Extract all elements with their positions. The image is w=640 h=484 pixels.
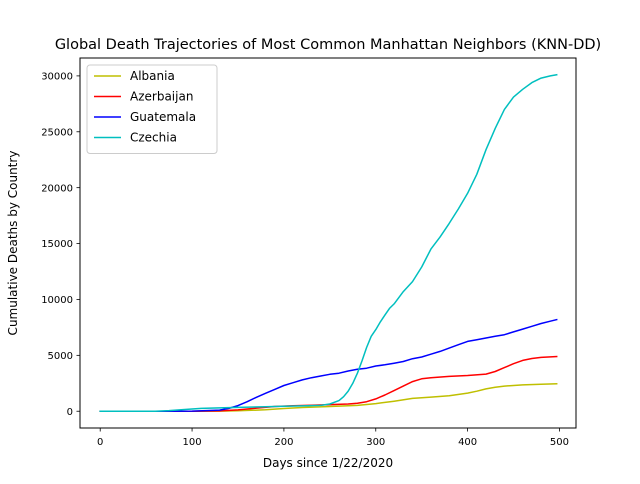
series-line-czechia <box>99 73 558 412</box>
series-line-azerbaijan <box>99 355 558 412</box>
y-tick-label: 0 <box>67 407 73 418</box>
y-tick-label: 5000 <box>48 351 73 362</box>
y-axis: 0 5000 10000 15000 20000 25000 30000 <box>41 71 80 418</box>
legend-label-czechia: Czechia <box>130 131 177 145</box>
x-tick-label: 200 <box>274 437 293 448</box>
series-layer <box>99 73 558 412</box>
plot-frame <box>79 57 577 429</box>
series-line-guatemala <box>99 318 558 412</box>
x-tick-label: 300 <box>366 437 385 448</box>
x-tick-label: 0 <box>97 437 103 448</box>
legend-label-azerbaijan: Azerbaijan <box>130 90 193 104</box>
x-axis: 0 100 200 300 400 500 <box>97 428 569 448</box>
legend-box <box>86 64 218 154</box>
x-axis-label: Days since 1/22/2020 <box>263 456 393 470</box>
x-tick-label: 400 <box>458 437 477 448</box>
y-axis-label: Cumulative Deaths by Country <box>6 151 20 336</box>
x-tick-label: 500 <box>550 437 569 448</box>
y-tick-label: 25000 <box>41 127 73 138</box>
y-tick-label: 20000 <box>41 183 73 194</box>
y-tick-label: 10000 <box>41 295 73 306</box>
legend: Albania Azerbaijan Guatemala Czechia <box>86 64 218 154</box>
x-tick-label: 100 <box>183 437 202 448</box>
y-tick-label: 30000 <box>41 71 73 82</box>
y-tick-label: 15000 <box>41 239 73 250</box>
chart-title: Global Death Trajectories of Most Common… <box>55 37 601 53</box>
legend-label-guatemala: Guatemala <box>130 110 196 124</box>
legend-label-albania: Albania <box>130 69 175 83</box>
